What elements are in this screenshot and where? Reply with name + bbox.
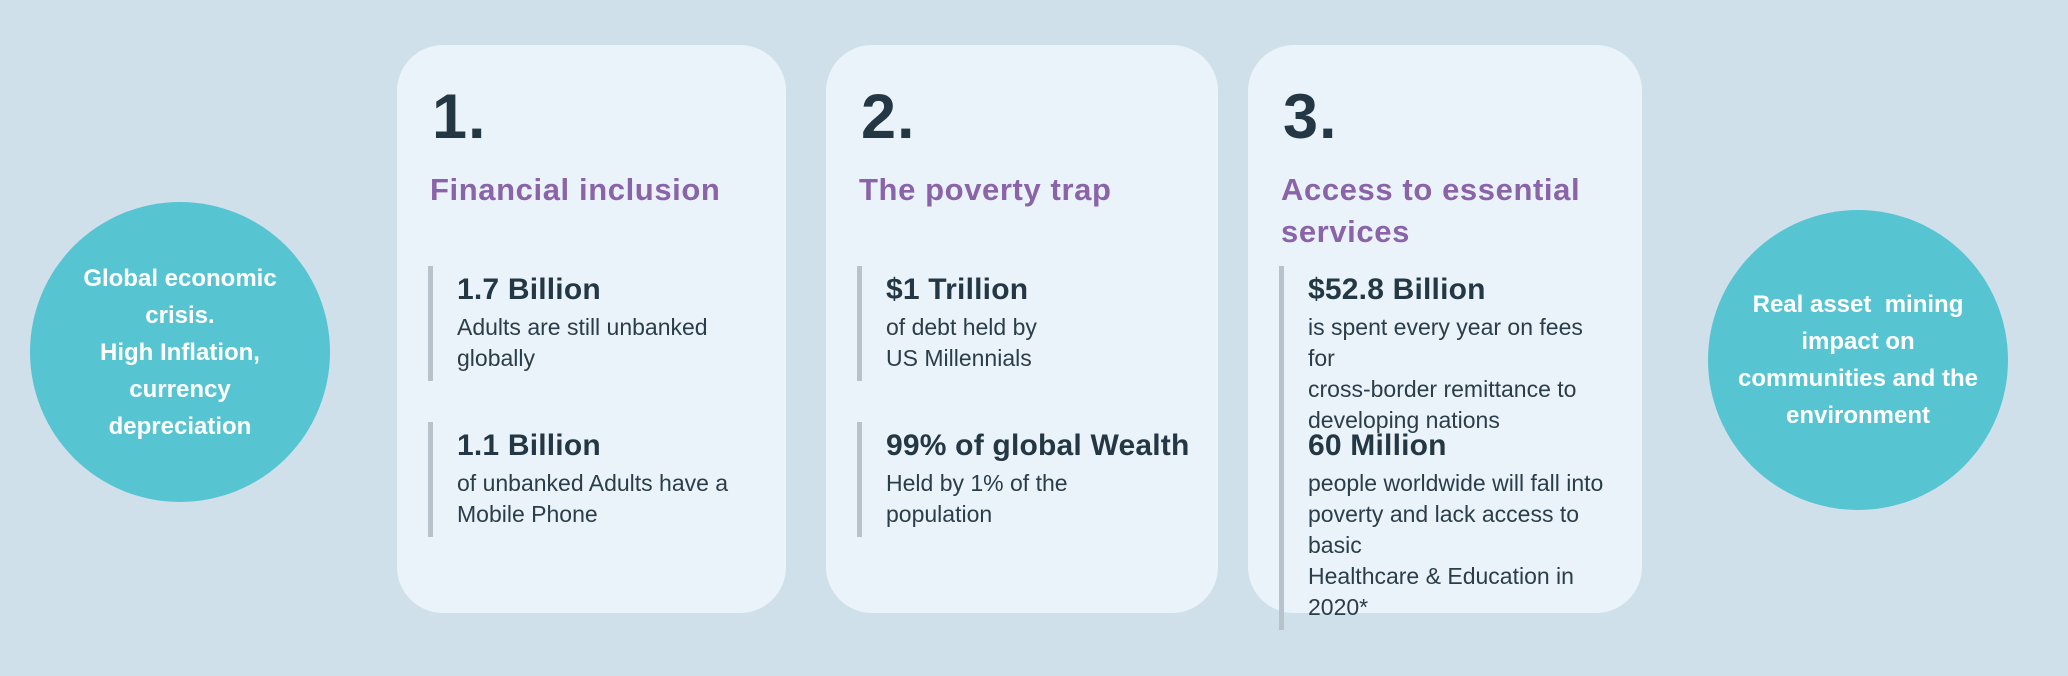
card-number: 3. — [1283, 82, 1338, 152]
stat-description: of unbanked Adults have a Mobile Phone — [457, 469, 729, 527]
card-poverty-trap: 2. The poverty trap $1 Trillion of debt … — [826, 45, 1218, 613]
card-financial-inclusion: 1. Financial inclusion 1.7 Billion Adult… — [397, 45, 786, 613]
stat-value: 60 Million — [1308, 429, 1447, 462]
right-bubble-text: Real asset mining impact on communities … — [1737, 291, 1979, 429]
stat-value: $52.8 Billion — [1308, 273, 1486, 306]
stat-description: Adults are still unbanked globally — [457, 313, 708, 371]
stat-block: 1.7 Billion Adults are still unbanked gl… — [428, 266, 760, 381]
stat-description: people worldwide will fall into poverty … — [1308, 469, 1604, 620]
stat-value: $1 Trillion — [886, 273, 1029, 306]
stat-block: 60 Million people worldwide will fall in… — [1279, 422, 1616, 630]
card-number: 2. — [861, 82, 916, 152]
card-number: 1. — [432, 82, 487, 152]
stat-block: $52.8 Billion is spent every year on fee… — [1279, 266, 1616, 443]
stat-description: Held by 1% of the population — [886, 469, 1068, 527]
stat-value: 1.7 Billion — [457, 273, 601, 306]
right-bubble: Real asset mining impact on communities … — [1708, 210, 2008, 510]
stat-block: 99% of global Wealth Held by 1% of the p… — [857, 422, 1192, 537]
left-bubble-text: Global economic crisis. High Inflation, … — [83, 264, 277, 440]
card-title: The poverty trap — [859, 172, 1112, 207]
left-bubble: Global economic crisis. High Inflation, … — [30, 202, 330, 502]
stat-description: is spent every year on fees for cross-bo… — [1308, 313, 1583, 433]
card-title: Financial inclusion — [430, 172, 721, 207]
stat-value: 99% of global Wealth — [886, 429, 1190, 462]
stat-value: 1.1 Billion — [457, 429, 601, 462]
stat-block: 1.1 Billion of unbanked Adults have a Mo… — [428, 422, 760, 537]
stat-block: $1 Trillion of debt held by US Millennia… — [857, 266, 1192, 381]
card-title: Access to essential services — [1281, 172, 1581, 249]
card-access-essential-services: 3. Access to essential services $52.8 Bi… — [1248, 45, 1642, 630]
stat-description: of debt held by US Millennials — [886, 313, 1037, 371]
